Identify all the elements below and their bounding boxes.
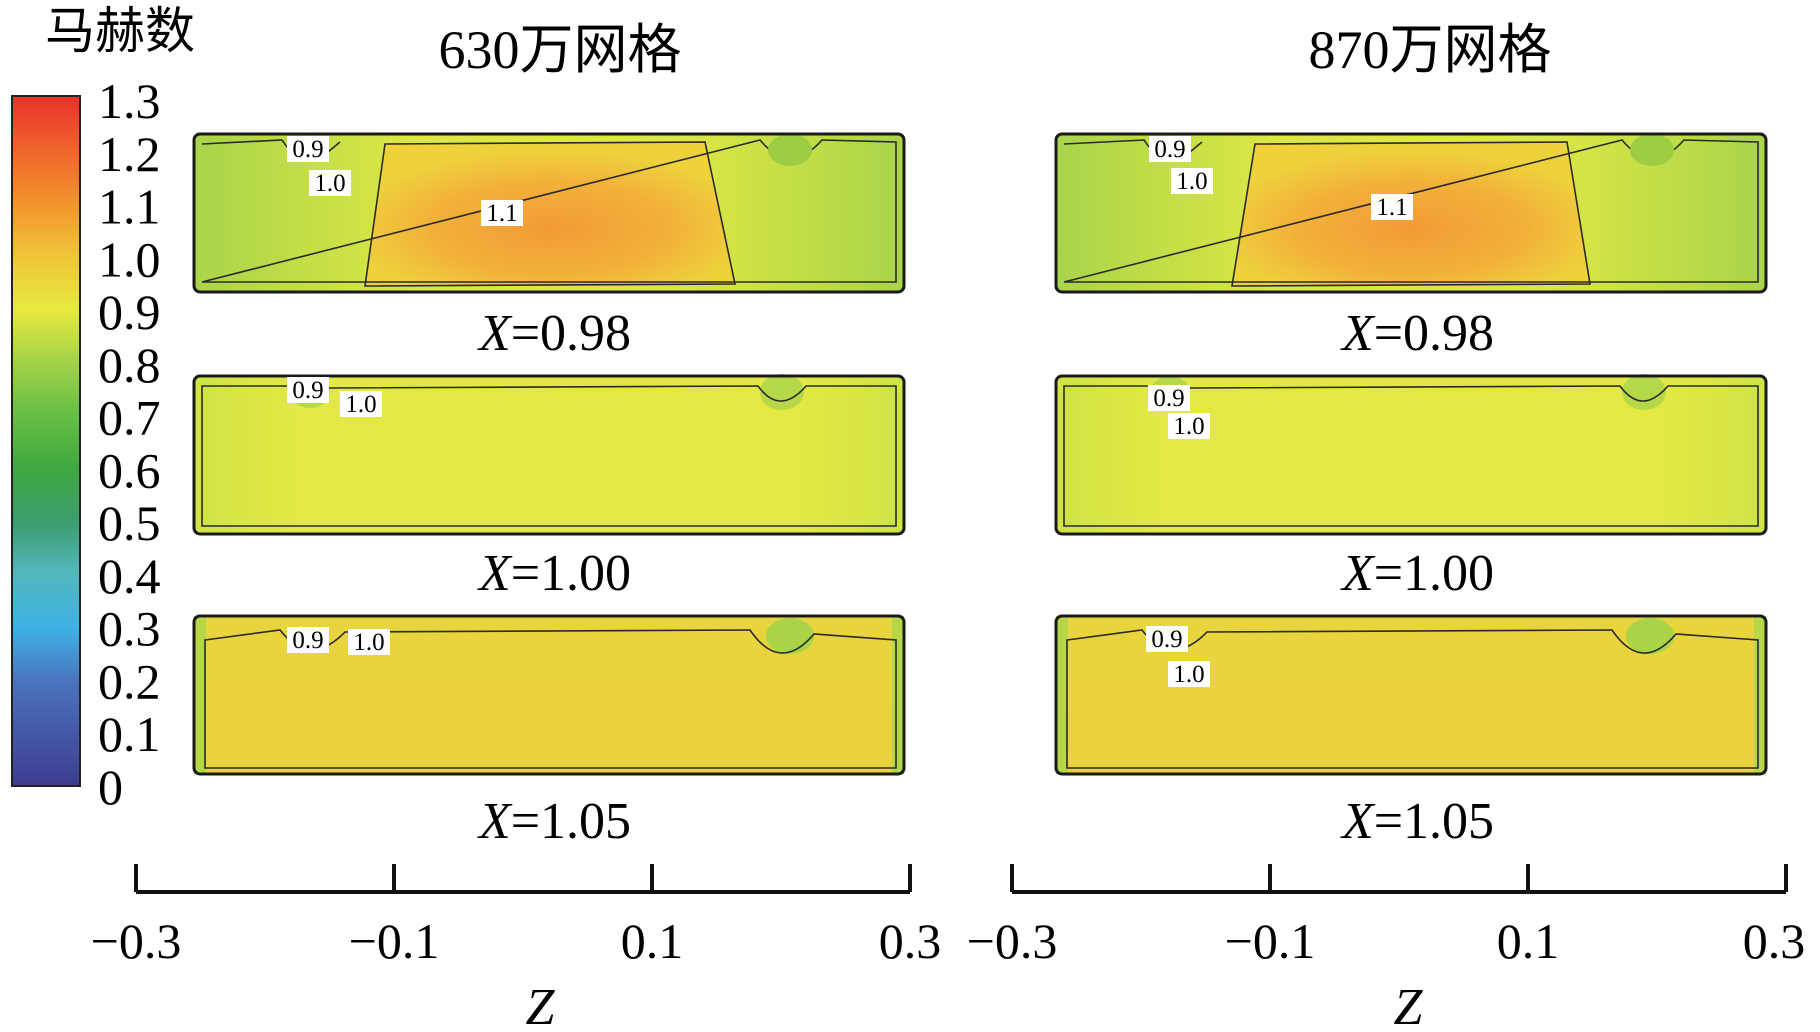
contour-label: 1.0 [353,629,384,656]
colorbar-legend: 马赫数 1.31.21.11.00.90.80.70.60.50.40.30.2… [11,3,195,815]
legend-tick-label: 0.8 [98,337,161,393]
column-title-870: 870万网格 [1309,20,1552,80]
axis-tick-label: 0.1 [621,913,684,969]
contour-label: 1.0 [1176,168,1207,195]
axis-tick-label: −0.1 [1225,913,1316,969]
legend-tick-label: 1.3 [98,73,161,129]
contour-label: 1.0 [314,170,345,197]
panel-630-x098-labels: 0.9 1.0 1.1 [287,136,523,227]
panel-870-x105-labels: 0.9 1.0 [1146,626,1210,688]
panel-630-x100-labels: 0.9 1.0 [287,377,382,418]
z-axis-630: −0.3 −0.1 0.1 0.3 Z [91,864,942,1032]
axis-tick-label: −0.3 [91,913,182,969]
legend-tick-label: 1.1 [98,179,161,235]
legend-tick-label: 0.9 [98,284,161,340]
axis-tick-label: 0.3 [1743,913,1806,969]
legend-tick-label: 0.3 [98,601,161,657]
panel-630-x105-labels: 0.9 1.0 [287,627,390,656]
column-title-630: 630万网格 [439,20,682,80]
panel-870-x105 [1054,614,1768,776]
contour-label: 1.0 [1173,661,1204,688]
contour-label: 0.9 [292,136,323,163]
z-axis-870: −0.3 −0.1 0.1 0.3 Z [967,864,1806,1032]
legend-tick-label: 0.1 [98,706,161,762]
panel-870-x100-labels: 0.9 1.0 [1148,385,1210,440]
legend-tick-label: 1.2 [98,126,161,182]
contour-label: 0.9 [292,377,323,404]
contour-label: 0.9 [1151,626,1182,653]
contour-label: 0.9 [1153,385,1184,412]
panel-x-label: X=1.00 [477,545,631,602]
legend-tick-label: 0.4 [98,548,161,604]
panel-x-label: X=1.05 [1340,793,1494,850]
contour-label: 1.0 [1173,413,1204,440]
panel-870-x098-labels: 0.9 1.0 1.1 [1149,136,1413,221]
contour-label: 0.9 [292,627,323,654]
contour-label: 1.0 [345,391,376,418]
legend-tick-label: 0.2 [98,653,161,709]
panel-630-x098 [192,132,906,294]
legend-title: 马赫数 [45,3,195,59]
legend-tick-label: 0.5 [98,495,161,551]
axis-title: Z [526,979,556,1032]
contour-label: 0.9 [1154,136,1185,163]
axis-tick-label: 0.1 [1497,913,1560,969]
panel-x-label: X=1.00 [1340,545,1494,602]
panel-x-label: X=0.98 [1340,305,1494,362]
panel-x-label: X=0.98 [477,305,631,362]
contour-label: 1.1 [486,200,517,227]
axis-tick-label: 0.3 [879,913,942,969]
colorbar [11,95,81,787]
legend-tick-label: 1.0 [98,231,161,287]
legend-tick-label: 0.7 [98,390,161,446]
axis-title: Z [1394,979,1424,1032]
axis-tick-label: −0.1 [349,913,440,969]
panel-x-label: X=1.05 [477,793,631,850]
axis-tick-label: −0.3 [967,913,1058,969]
legend-tick-label: 0 [98,759,123,815]
contour-label: 1.1 [1376,194,1407,221]
legend-tick-label: 0.6 [98,442,161,498]
